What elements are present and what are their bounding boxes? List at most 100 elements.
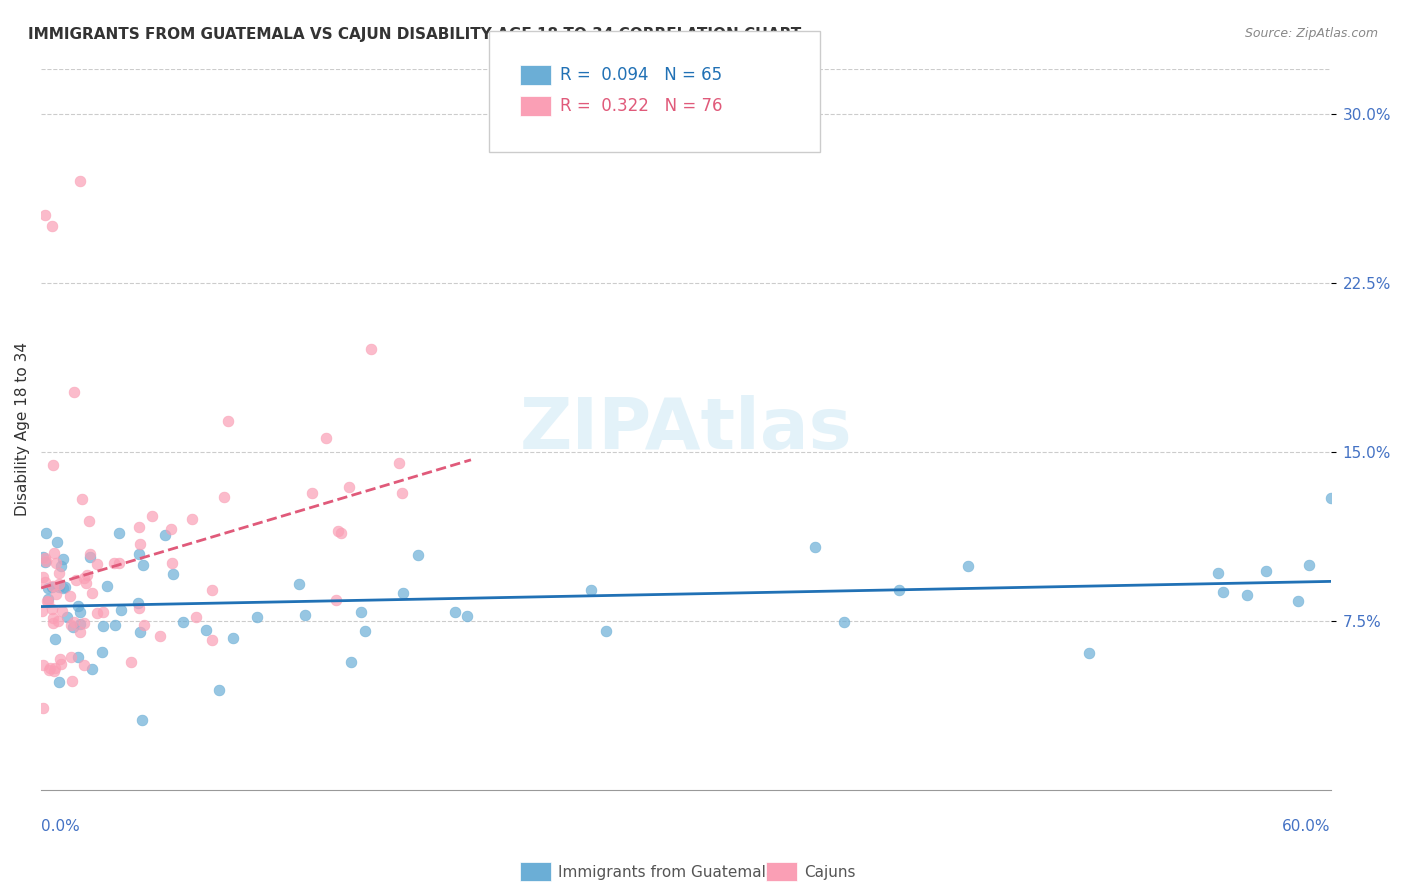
Point [41, 602, 63, 616]
Point [67, 599, 90, 613]
Point [595, 624, 617, 638]
Point [48, 577, 70, 591]
Point [62, 619, 84, 633]
Point [42, 458, 65, 473]
Point [200, 583, 222, 598]
Point [91, 605, 114, 619]
Point [75, 575, 97, 590]
Point [217, 414, 239, 428]
Point [44, 632, 66, 647]
Point [353, 624, 375, 638]
Point [37, 594, 59, 608]
Point [1254, 564, 1277, 578]
Point [212, 491, 235, 505]
Point [42, 546, 65, 560]
Point [44, 661, 66, 675]
Point [456, 608, 478, 623]
Point [330, 525, 353, 540]
Point [86, 557, 108, 571]
Text: Source: ZipAtlas.com: Source: ZipAtlas.com [1244, 27, 1378, 40]
Point [35, 525, 58, 540]
Point [79, 550, 101, 565]
Point [69, 174, 91, 188]
Point [1212, 585, 1234, 599]
Point [246, 610, 269, 624]
Point [48, 675, 70, 690]
Point [315, 431, 337, 445]
Point [49, 657, 72, 671]
Point [103, 556, 125, 570]
Point [201, 633, 224, 648]
Point [132, 558, 155, 572]
Point [804, 541, 827, 555]
Point [391, 485, 413, 500]
Point [208, 683, 231, 698]
Point [141, 508, 163, 523]
Point [160, 522, 183, 536]
Point [149, 629, 172, 643]
Point [110, 603, 132, 617]
Point [1298, 558, 1320, 573]
Point [70, 492, 93, 507]
Point [35, 553, 58, 567]
Point [832, 615, 855, 630]
Text: ZIPAtlas: ZIPAtlas [520, 395, 852, 464]
Point [69, 606, 91, 620]
Point [288, 577, 311, 591]
Point [77, 514, 100, 528]
Point [42, 615, 65, 630]
Point [1319, 491, 1341, 505]
Point [1078, 646, 1101, 660]
Point [127, 596, 149, 610]
Point [42, 579, 65, 593]
Point [301, 486, 323, 500]
Point [42, 664, 65, 678]
Point [128, 625, 150, 640]
Point [69, 625, 91, 640]
Point [34, 208, 56, 222]
Point [103, 617, 125, 632]
Point [44, 587, 66, 601]
Point [45, 556, 67, 570]
Text: IMMIGRANTS FROM GUATEMALA VS CAJUN DISABILITY AGE 18 TO 34 CORRELATION CHART: IMMIGRANTS FROM GUATEMALA VS CAJUN DISAB… [28, 27, 801, 42]
Text: 0.0%: 0.0% [41, 819, 80, 834]
Text: 60.0%: 60.0% [1282, 819, 1330, 834]
Point [46, 614, 69, 628]
Point [59, 650, 82, 665]
Point [69, 617, 91, 632]
Point [128, 547, 150, 561]
Point [39, 660, 62, 674]
Point [388, 456, 411, 470]
Point [86, 606, 108, 620]
Text: R =  0.094   N = 65: R = 0.094 N = 65 [560, 66, 721, 84]
Point [128, 601, 150, 615]
Point [129, 537, 152, 551]
Point [38, 663, 60, 677]
Point [579, 583, 602, 598]
Text: R =  0.322   N = 76: R = 0.322 N = 76 [560, 97, 723, 115]
Point [37, 582, 59, 596]
Point [1286, 594, 1309, 608]
Point [48, 581, 70, 595]
Point [73, 571, 96, 585]
Point [34, 551, 56, 566]
Point [406, 549, 429, 563]
Point [52, 552, 75, 566]
Point [53, 580, 76, 594]
Point [60, 673, 83, 688]
Text: Immigrants from Guatemala: Immigrants from Guatemala [558, 865, 776, 880]
Point [162, 556, 184, 570]
Point [52, 581, 75, 595]
Point [180, 512, 202, 526]
Point [46, 534, 69, 549]
Point [350, 605, 373, 619]
Point [294, 607, 316, 622]
Point [73, 658, 96, 673]
Point [31, 604, 53, 618]
Point [32, 658, 55, 673]
Point [65, 573, 87, 587]
Point [51, 558, 73, 573]
Point [195, 623, 218, 637]
Point [79, 547, 101, 561]
Point [62, 385, 84, 400]
